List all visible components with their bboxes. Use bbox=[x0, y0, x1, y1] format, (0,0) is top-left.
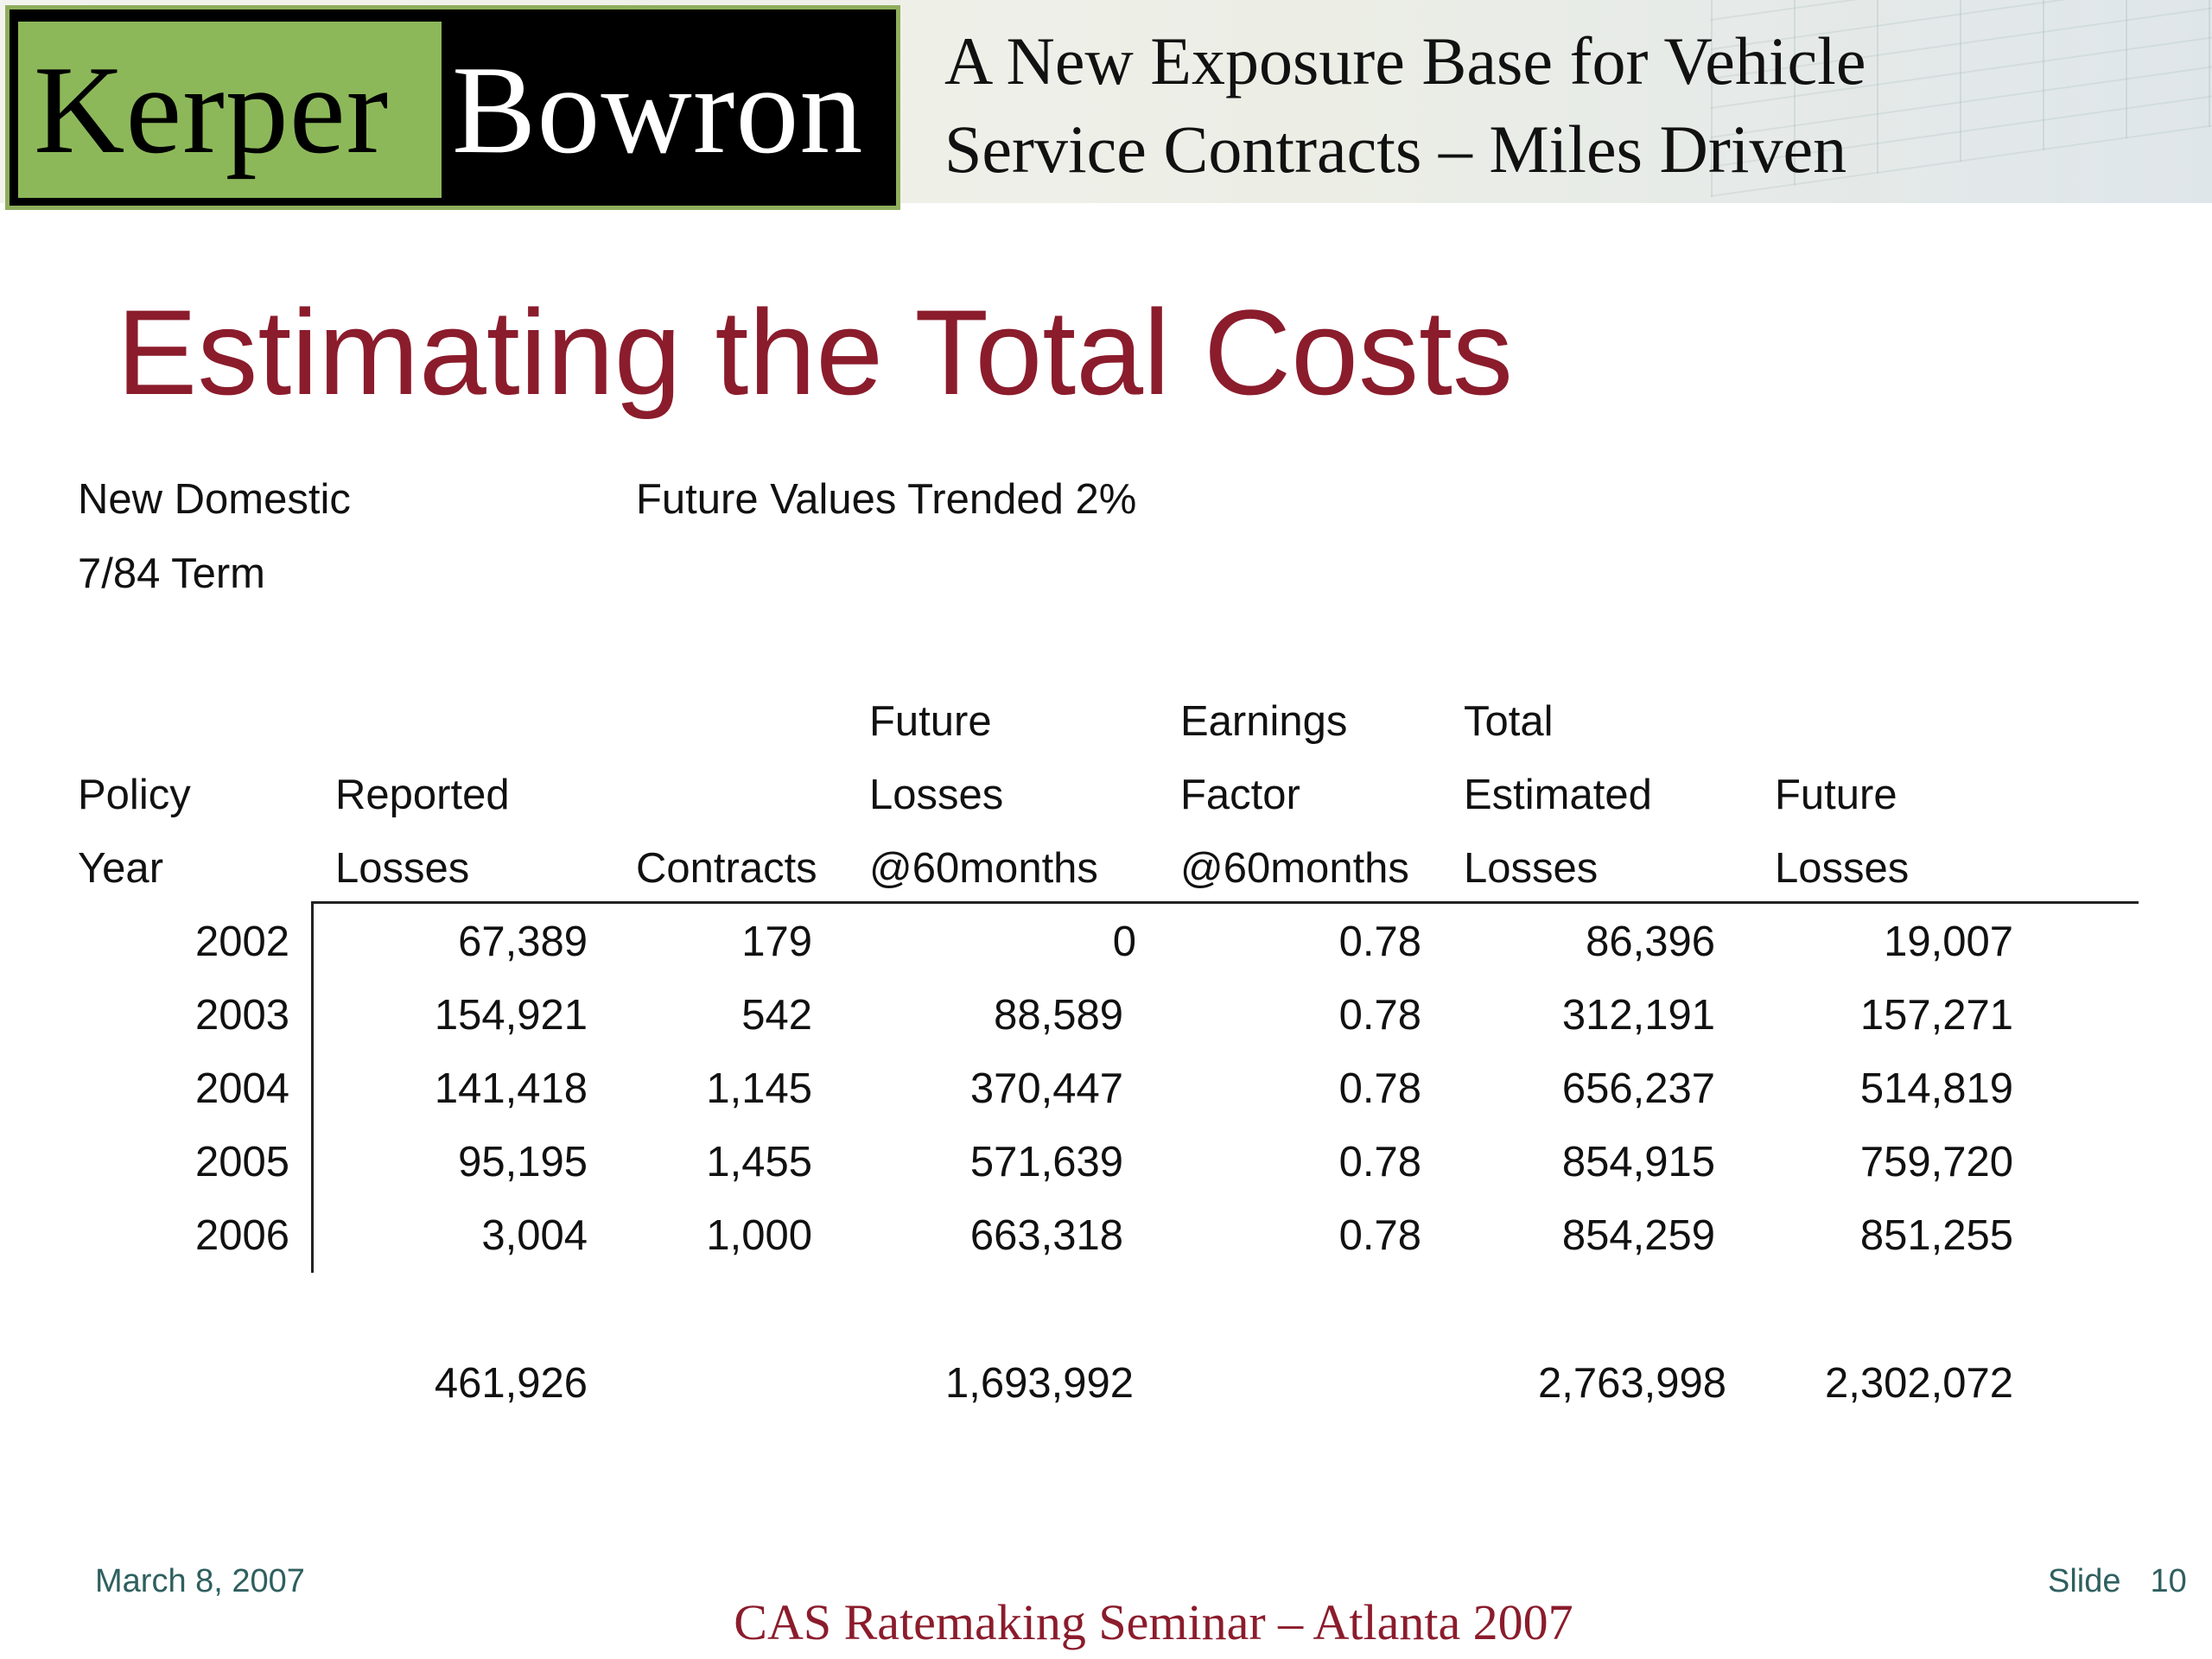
cell-factor: 0.78 bbox=[1338, 918, 1421, 965]
header-future-losses: Losses bbox=[869, 772, 1004, 818]
cell-future60: 571,639 bbox=[969, 1139, 1123, 1185]
cell-reported: 154,921 bbox=[434, 992, 588, 1039]
header-total: Total bbox=[1464, 698, 1554, 745]
presentation-title: A New Exposure Base for Vehicle Service … bbox=[944, 17, 2068, 194]
cell-reported: 67,389 bbox=[458, 918, 588, 965]
header-divider bbox=[311, 901, 2139, 904]
cell-contracts: 1,455 bbox=[706, 1139, 812, 1185]
footer-date: March 8, 2007 bbox=[95, 1563, 305, 1599]
cell-year: 2006 bbox=[194, 1212, 289, 1259]
cell-factor: 0.78 bbox=[1338, 992, 1421, 1039]
cell-future: 19,007 bbox=[1884, 918, 2013, 965]
cell-factor: 0.78 bbox=[1338, 1065, 1421, 1112]
cell-year: 2003 bbox=[194, 992, 289, 1039]
company-logo: Kerper Bowron bbox=[5, 5, 900, 210]
header-factor-60months: @60months bbox=[1180, 845, 1409, 892]
cell-total: 854,259 bbox=[1561, 1212, 1715, 1259]
logo-bowron: Bowron bbox=[452, 40, 864, 180]
header-factor: Factor bbox=[1180, 772, 1300, 818]
header-estimated-losses: Losses bbox=[1464, 845, 1599, 892]
header-future-60months: @60months bbox=[869, 845, 1098, 892]
header-reported-losses: Losses bbox=[335, 845, 470, 892]
header-earnings: Earnings bbox=[1180, 698, 1348, 745]
cell-total: 86,396 bbox=[1586, 918, 1715, 965]
cell-contracts: 542 bbox=[741, 992, 812, 1039]
total-future: 2,302,072 bbox=[1825, 1360, 2013, 1407]
header-reported: Reported bbox=[335, 772, 510, 818]
cell-future: 759,720 bbox=[1859, 1139, 2013, 1185]
cell-year: 2004 bbox=[194, 1065, 289, 1112]
cell-contracts: 1,000 bbox=[706, 1212, 812, 1259]
total-reported: 461,926 bbox=[434, 1360, 588, 1407]
cell-future: 157,271 bbox=[1859, 992, 2013, 1039]
cell-total: 312,191 bbox=[1561, 992, 1715, 1039]
cell-reported: 3,004 bbox=[481, 1212, 588, 1259]
cell-contracts: 179 bbox=[741, 918, 812, 965]
footer-slide-number: Slide 10 bbox=[2048, 1560, 2187, 1603]
header-year: Year bbox=[78, 845, 164, 892]
cell-factor: 0.78 bbox=[1338, 1139, 1421, 1185]
cell-year: 2002 bbox=[194, 918, 289, 965]
subtitle-term: 7/84 Term bbox=[78, 550, 265, 597]
slide-title: Estimating the Total Costs bbox=[117, 284, 1513, 420]
cell-future60: 370,447 bbox=[969, 1065, 1123, 1112]
slide-number: 10 bbox=[2150, 1563, 2187, 1599]
logo-kerper: Kerper bbox=[18, 22, 442, 198]
header-estimated: Estimated bbox=[1464, 772, 1652, 818]
cell-reported: 141,418 bbox=[434, 1065, 588, 1112]
cell-reported: 95,195 bbox=[458, 1139, 588, 1185]
cell-future: 851,255 bbox=[1859, 1212, 2013, 1259]
cell-factor: 0.78 bbox=[1338, 1212, 1421, 1259]
total-future60: 1,693,992 bbox=[945, 1360, 1134, 1407]
cell-year: 2005 bbox=[194, 1139, 289, 1185]
footer-seminar: CAS Ratemaking Seminar – Atlanta 2007 bbox=[734, 1594, 1573, 1650]
subtitle-trend: Future Values Trended 2% bbox=[636, 476, 1137, 523]
total-estimated: 2,763,998 bbox=[1538, 1360, 1726, 1407]
presentation-title-line-1: A New Exposure Base for Vehicle bbox=[944, 23, 1866, 99]
subtitle-segment: New Domestic bbox=[78, 476, 351, 523]
cell-future60: 663,318 bbox=[969, 1212, 1123, 1259]
cell-total: 854,915 bbox=[1561, 1139, 1715, 1185]
cell-future60: 0 bbox=[1112, 918, 1136, 965]
header-future-2: Future bbox=[1775, 772, 1897, 818]
cell-contracts: 1,145 bbox=[706, 1065, 812, 1112]
slide-label: Slide bbox=[2048, 1563, 2121, 1599]
header-future: Future bbox=[869, 698, 992, 745]
cell-total: 656,237 bbox=[1561, 1065, 1715, 1112]
header-policy: Policy bbox=[78, 772, 191, 818]
cell-future: 514,819 bbox=[1859, 1065, 2013, 1112]
cell-future60: 88,589 bbox=[994, 992, 1123, 1039]
header-contracts: Contracts bbox=[636, 845, 817, 892]
header-future-losses-2: Losses bbox=[1775, 845, 1910, 892]
presentation-title-line-2: Service Contracts – Miles Driven bbox=[944, 111, 1847, 187]
year-divider bbox=[311, 901, 314, 1273]
